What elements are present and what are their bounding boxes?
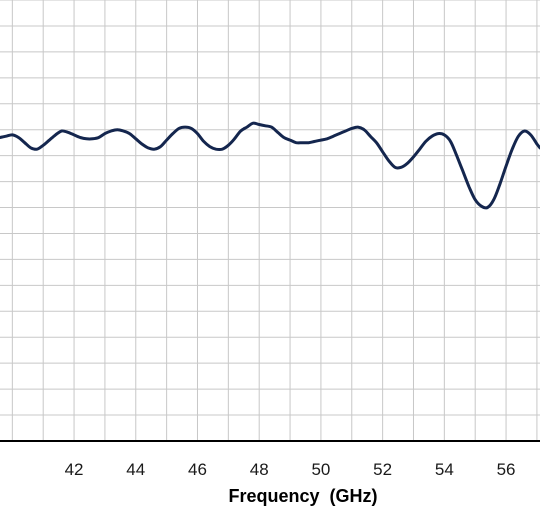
x-tick-labels: 42 44 46 48 50 52 54 56 xyxy=(65,460,516,479)
series-line xyxy=(0,121,540,210)
x-tick-label: 50 xyxy=(311,460,330,479)
x-axis-title: Frequency (GHz) xyxy=(228,486,377,506)
x-tick-label: 54 xyxy=(435,460,454,479)
x-tick-label: 48 xyxy=(250,460,269,479)
x-tick-label: 46 xyxy=(188,460,207,479)
x-tick-label: 42 xyxy=(65,460,84,479)
x-tick-label: 44 xyxy=(126,460,145,479)
plot-grid xyxy=(0,0,540,441)
x-tick-label: 52 xyxy=(373,460,392,479)
x-tick-label: 56 xyxy=(497,460,516,479)
